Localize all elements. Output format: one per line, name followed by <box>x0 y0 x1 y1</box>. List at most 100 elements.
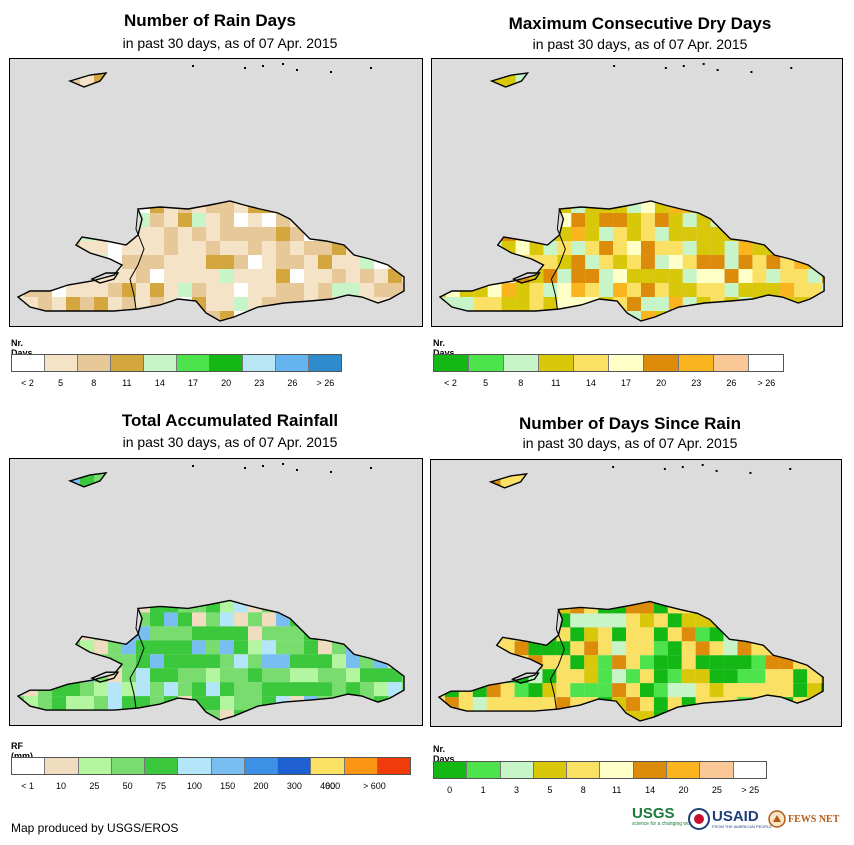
grid-cell <box>444 683 459 698</box>
grid-cell <box>276 87 290 101</box>
grid-cell <box>18 101 24 115</box>
grid-cell <box>627 255 641 269</box>
grid-cell <box>779 725 793 727</box>
grid-cell <box>304 73 318 87</box>
grid-cell <box>136 668 150 683</box>
grid-cell <box>501 297 516 311</box>
grid-cell <box>668 171 683 185</box>
grid-cell <box>24 185 38 199</box>
grid-cell <box>738 101 753 115</box>
grid-cell <box>192 185 206 199</box>
grid-cell <box>18 486 24 501</box>
grid-cell <box>710 241 725 255</box>
legend-label: 100 <box>186 781 202 791</box>
grid-cell <box>668 73 683 87</box>
grid-cell <box>276 654 290 669</box>
grid-cell <box>416 213 423 227</box>
grid-cell <box>94 213 108 227</box>
grid-cell <box>346 283 360 297</box>
grid-cell <box>542 473 557 474</box>
grid-cell <box>794 199 809 213</box>
map-rain-days <box>9 58 423 327</box>
grid-cell <box>835 683 842 697</box>
grid-cell <box>439 311 446 321</box>
grid-cell <box>822 311 825 321</box>
grid-cell <box>38 682 52 697</box>
grid-cell <box>640 269 655 283</box>
grid-cell <box>304 682 318 697</box>
grid-cell <box>18 514 24 529</box>
grid-cell <box>66 59 80 73</box>
grid-cell <box>723 669 738 684</box>
grid-cell <box>709 655 724 670</box>
grid-cell <box>18 227 24 241</box>
grid-cell <box>276 227 290 241</box>
grid-cell <box>654 213 669 227</box>
grid-cell <box>794 213 809 227</box>
grid-cell <box>206 654 220 669</box>
grid-cell <box>500 473 515 474</box>
grid-cell <box>835 572 842 586</box>
grid-cell <box>66 500 80 515</box>
grid-cell <box>528 697 543 712</box>
grid-cell <box>220 556 234 571</box>
grid-cell <box>304 157 318 171</box>
legend-swatch <box>434 355 469 371</box>
grid-cell <box>640 311 655 321</box>
grid-cell <box>24 472 38 473</box>
grid-cell <box>136 570 150 585</box>
grid-cell <box>248 255 262 269</box>
grid-cell <box>94 542 108 557</box>
grid-cell <box>557 101 572 115</box>
grid-cell <box>52 514 66 529</box>
grid-cell <box>38 213 52 227</box>
grid-cell <box>724 297 739 311</box>
grid-cell <box>234 101 248 115</box>
grid-cell <box>808 101 823 115</box>
grid-cell <box>793 613 808 628</box>
grid-cell <box>724 199 739 213</box>
grid-cell <box>66 472 80 473</box>
grid-cell <box>136 325 150 327</box>
grid-cell <box>556 669 571 684</box>
grid-cell <box>164 472 178 487</box>
grid-cell <box>639 557 654 572</box>
grid-cell <box>38 73 52 87</box>
grid-cell <box>724 101 739 115</box>
grid-cell <box>514 487 529 502</box>
grid-cell <box>458 655 473 670</box>
grid-cell <box>108 514 122 529</box>
legend-swatch <box>667 762 701 778</box>
panel-subtitle: in past 30 days, as of 07 Apr. 2015 <box>522 435 738 451</box>
grid-cell <box>402 682 404 697</box>
grid-cell <box>374 514 388 529</box>
grid-cell <box>290 157 304 171</box>
grid-cell <box>402 241 404 255</box>
grid-cell <box>654 171 669 185</box>
grid-cell <box>613 87 628 101</box>
grid-cell <box>346 255 360 269</box>
grid-cell <box>472 529 487 544</box>
grid-cell <box>780 213 795 227</box>
grid-cell <box>444 599 459 614</box>
grid-cell <box>150 500 164 515</box>
grid-cell <box>501 255 516 269</box>
grid-cell <box>528 627 543 642</box>
grid-cell <box>360 486 374 501</box>
grid-cell <box>529 185 544 199</box>
grid-cell <box>318 115 332 129</box>
grid-cell <box>402 542 404 557</box>
grid-cell <box>500 683 515 698</box>
grid-cell <box>122 255 136 269</box>
grid-cell <box>529 227 544 241</box>
grid-cell <box>444 641 459 656</box>
grid-cell <box>360 283 374 297</box>
grid-cell <box>836 311 843 325</box>
grid-cell <box>318 486 332 501</box>
usaid-logo: USAID FROM THE AMERICAN PEOPLE <box>688 806 772 832</box>
grid-cell <box>332 682 346 697</box>
grid-cell <box>780 101 795 115</box>
grid-cell <box>667 557 682 572</box>
grid-cell <box>332 570 346 585</box>
grid-cell <box>626 557 640 572</box>
